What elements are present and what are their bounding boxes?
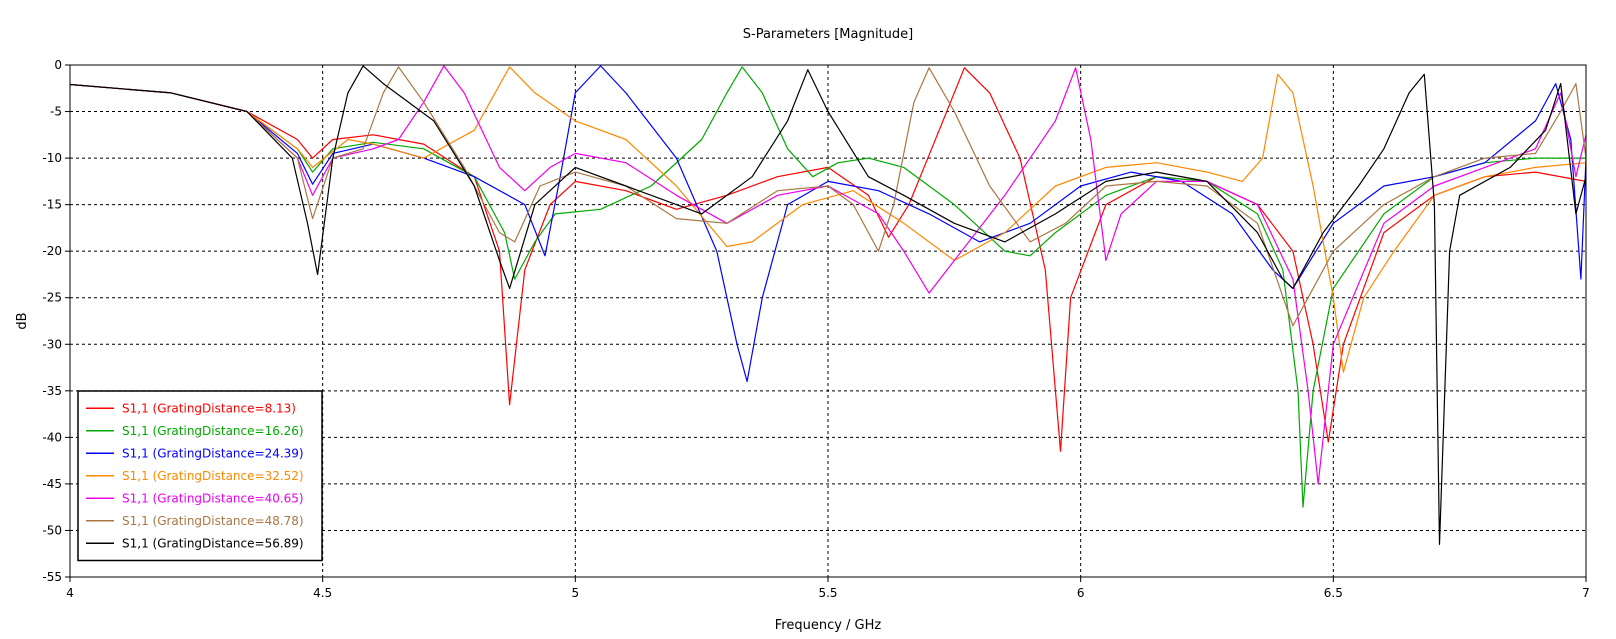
series-line-5	[70, 65, 1586, 485]
series-line-4	[70, 66, 1586, 373]
series-line-6	[70, 66, 1586, 327]
series-group	[70, 65, 1586, 545]
y-tick-label: -35	[42, 384, 62, 398]
y-tick-labels: 0 -5 -10 -15 -20 -25 -30 -35 -40 -45 -50 -55	[42, 58, 70, 584]
y-tick-label: -45	[42, 477, 62, 491]
y-tick-label: -5	[50, 105, 62, 119]
y-tick-label: -30	[42, 337, 62, 351]
chart-title: S-Parameters [Magnitude]	[743, 27, 914, 42]
x-tick-labels: 4 4.5 5 5.5 6 6.5 7	[66, 577, 1590, 600]
legend-entry-4: S1,1 (GratingDistance=32.52)	[122, 469, 304, 483]
x-axis-label: Frequency / GHz	[775, 618, 882, 633]
x-tick-label: 6	[1077, 586, 1085, 600]
x-tick-label: 5	[572, 586, 580, 600]
legend-entry-1: S1,1 (GratingDistance=8.13)	[122, 401, 296, 415]
series-line-1	[70, 67, 1586, 452]
x-tick-label: 5.5	[818, 586, 837, 600]
y-tick-label: -15	[42, 198, 62, 212]
y-tick-label: -25	[42, 291, 62, 305]
x-tick-label: 4	[66, 586, 74, 600]
legend-entry-7: S1,1 (GratingDistance=56.89)	[122, 536, 304, 550]
legend-entry-3: S1,1 (GratingDistance=24.39)	[122, 446, 304, 460]
y-tick-label: -20	[42, 244, 62, 258]
y-tick-label: -50	[42, 523, 62, 537]
x-tick-label: 6.5	[1324, 586, 1343, 600]
legend-entry-6: S1,1 (GratingDistance=48.78)	[122, 514, 304, 528]
x-tick-label: 7	[1582, 586, 1590, 600]
y-axis-label: dB	[15, 312, 30, 329]
y-tick-label: -40	[42, 430, 62, 444]
legend-entry-2: S1,1 (GratingDistance=16.26)	[122, 424, 304, 438]
series-line-2	[70, 66, 1586, 508]
legend: S1,1 (GratingDistance=8.13) S1,1 (Grating…	[77, 390, 323, 562]
legend-entry-5: S1,1 (GratingDistance=40.65)	[122, 491, 304, 505]
y-tick-label: 0	[54, 58, 62, 72]
y-tick-label: -55	[42, 570, 62, 584]
x-tick-label: 4.5	[313, 586, 332, 600]
y-tick-label: -10	[42, 151, 62, 165]
series-line-7	[70, 65, 1586, 545]
legend-box	[77, 390, 323, 562]
